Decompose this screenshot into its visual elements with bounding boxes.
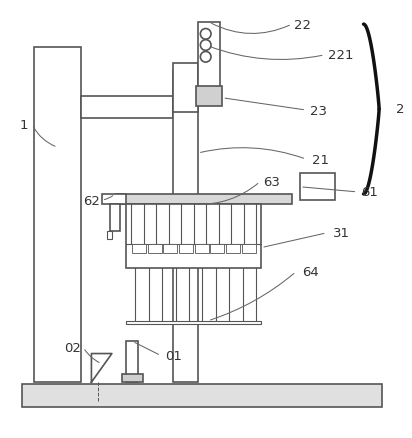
Bar: [147, 244, 162, 253]
Bar: [34, 47, 81, 382]
Text: 61: 61: [361, 186, 378, 199]
Bar: [300, 174, 335, 201]
Bar: [126, 342, 138, 382]
Bar: [22, 385, 382, 407]
Text: 22: 22: [294, 18, 311, 32]
Text: 02: 02: [65, 341, 82, 354]
Text: 21: 21: [312, 153, 329, 166]
Text: 2: 2: [396, 102, 405, 115]
Text: 23: 23: [310, 104, 327, 117]
Bar: [102, 194, 126, 205]
Bar: [116, 194, 292, 205]
Bar: [163, 244, 177, 253]
Text: 1: 1: [20, 119, 28, 131]
Text: 62: 62: [83, 194, 100, 207]
Circle shape: [200, 41, 211, 51]
Bar: [241, 244, 255, 253]
Text: 63: 63: [263, 176, 280, 189]
Bar: [126, 321, 261, 324]
Bar: [210, 244, 224, 253]
Bar: [81, 96, 173, 119]
Bar: [194, 244, 208, 253]
Bar: [198, 23, 220, 88]
Bar: [110, 205, 120, 231]
Text: 31: 31: [332, 227, 349, 240]
Circle shape: [200, 52, 211, 63]
Text: 64: 64: [302, 265, 319, 279]
Text: 221: 221: [328, 49, 354, 62]
Polygon shape: [91, 354, 112, 382]
Bar: [173, 72, 198, 382]
Bar: [196, 87, 222, 107]
Bar: [179, 244, 193, 253]
Bar: [126, 205, 261, 268]
Bar: [122, 374, 143, 382]
Circle shape: [200, 29, 211, 40]
Bar: [173, 64, 198, 113]
Text: 01: 01: [165, 349, 182, 362]
Bar: [132, 244, 146, 253]
Bar: [107, 231, 112, 240]
Bar: [226, 244, 240, 253]
